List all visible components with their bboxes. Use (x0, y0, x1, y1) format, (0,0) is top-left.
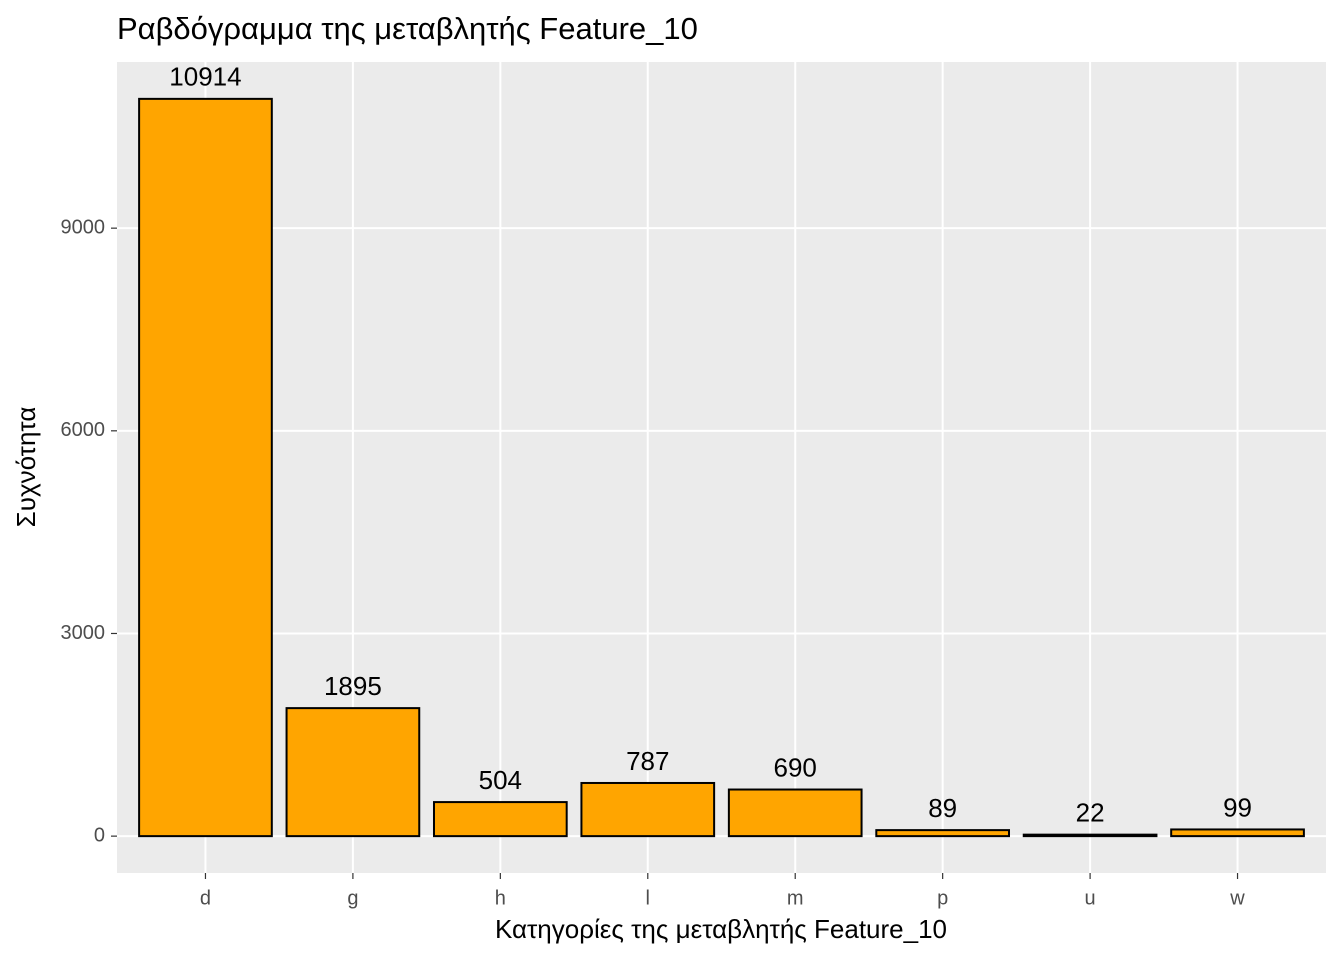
value-label: 690 (774, 752, 817, 782)
y-tick-label: 9000 (61, 216, 106, 238)
value-label: 22 (1076, 798, 1105, 828)
x-axis-label: Κατηγορίες της μεταβλητής Feature_10 (495, 914, 947, 944)
x-tick-label: m (787, 887, 804, 909)
y-tick-label: 6000 (61, 419, 106, 441)
bar (1022, 833, 1158, 838)
x-tick-label: h (495, 887, 506, 909)
x-tick-label: l (646, 887, 650, 909)
bar (1170, 828, 1305, 838)
x-tick-label: w (1229, 887, 1245, 909)
value-label: 787 (626, 746, 669, 776)
value-label: 1895 (324, 671, 382, 701)
x-tick-label: g (347, 887, 358, 909)
bar (875, 829, 1011, 838)
chart-title: Ραβδόγραμμα της μεταβλητής Feature_10 (117, 11, 698, 46)
bar (285, 707, 421, 838)
x-tick-label: d (200, 887, 211, 909)
bar (138, 97, 273, 838)
value-label: 89 (928, 793, 957, 823)
bar (580, 781, 716, 838)
x-tick-label: p (937, 887, 948, 909)
bar (727, 788, 863, 838)
y-tick-label: 0 (94, 824, 105, 846)
y-axis-label: Συχνότητα (11, 407, 41, 528)
value-label: 99 (1223, 792, 1252, 822)
bar (432, 801, 568, 838)
value-label: 504 (479, 765, 522, 795)
y-tick-label: 3000 (61, 622, 106, 644)
x-tick-label: u (1085, 887, 1096, 909)
value-label: 10914 (169, 62, 241, 92)
